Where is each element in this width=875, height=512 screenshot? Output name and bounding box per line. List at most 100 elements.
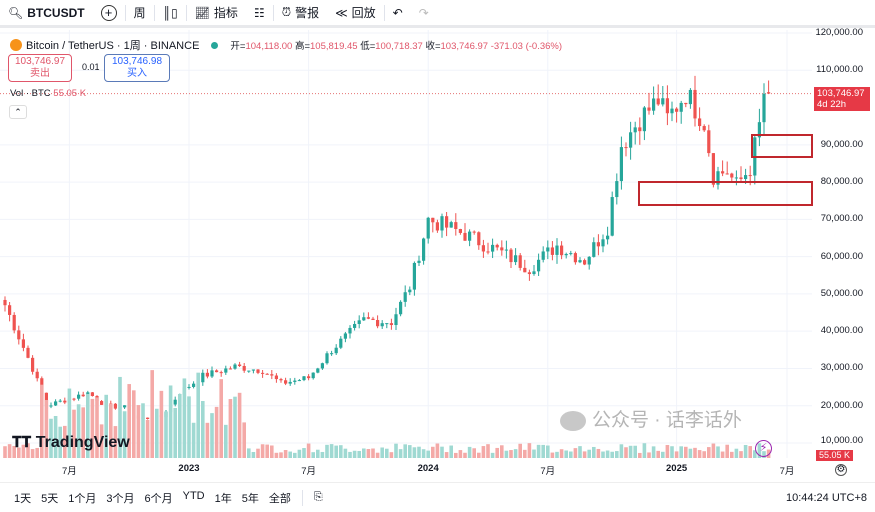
range-button[interactable]: 1天: [14, 492, 32, 505]
volume-bar: [242, 422, 246, 458]
volume-bar: [178, 393, 182, 458]
candle-body: [601, 239, 605, 247]
layouts-button[interactable]: ☷: [246, 0, 273, 25]
volume-bar: [518, 443, 522, 458]
candle-body: [734, 177, 738, 179]
volume-bar: [389, 452, 394, 458]
candle-body: [560, 245, 564, 256]
candle-body: [81, 394, 85, 397]
volume-bar: [426, 450, 430, 458]
buy-button[interactable]: 103,746.98 买入: [104, 54, 170, 82]
undo-button[interactable]: ↶: [385, 0, 411, 25]
volume-bar: [743, 444, 748, 458]
candle-body: [123, 405, 127, 408]
candle-body: [297, 380, 301, 382]
range-button[interactable]: YTD: [182, 489, 205, 502]
candle-body: [362, 317, 366, 321]
candle-body: [472, 231, 476, 233]
candle-body: [477, 232, 481, 246]
clock-time[interactable]: 10:44:24 UTC+8: [785, 491, 867, 504]
tradingview-logo: 𝐓𝐓 TradingView: [12, 434, 130, 451]
range-button[interactable]: 3个月: [106, 492, 135, 505]
alarm-icon: ⏰︎: [281, 5, 292, 19]
volume-bar: [159, 390, 164, 458]
volume-bar: [104, 394, 108, 458]
candle-body: [49, 405, 53, 407]
range-button[interactable]: 6个月: [144, 492, 173, 505]
replay-button[interactable]: ≪ 回放: [335, 5, 376, 21]
candle-body: [330, 353, 334, 355]
volume-bar: [394, 443, 398, 458]
lightning-icon[interactable]: ⚡︎: [755, 440, 772, 457]
redo-button[interactable]: ↷: [411, 0, 437, 25]
candle-body: [661, 98, 665, 105]
indicators-button[interactable]: 📈︎ 指标: [194, 5, 238, 21]
candle-body: [583, 260, 587, 265]
interval-button[interactable]: 周: [133, 6, 146, 20]
candle-body: [228, 368, 232, 370]
volume-bar: [247, 448, 251, 458]
candle-body: [587, 256, 591, 265]
volume-bar: [145, 419, 150, 458]
candle-body: [486, 251, 490, 253]
candle-body: [449, 222, 453, 228]
volume-bar: [513, 449, 518, 458]
range-button[interactable]: 全部: [268, 492, 291, 505]
candle-body: [619, 147, 623, 182]
y-tick-label: 40,000.00: [820, 325, 863, 337]
axis-settings-icon[interactable]: ⚙︎: [835, 464, 847, 476]
volume-bar: [26, 443, 30, 458]
volume-bar: [408, 445, 412, 458]
bitcoin-icon: [10, 39, 22, 51]
sell-button[interactable]: 103,746.97 卖出: [8, 54, 72, 82]
volume-bar: [118, 376, 122, 458]
rewind-icon: ≪: [335, 5, 348, 20]
candle-body: [426, 217, 430, 239]
candles-icon: ║▯: [162, 5, 178, 20]
price-chart[interactable]: [0, 30, 875, 482]
range-button[interactable]: 1年: [214, 492, 232, 505]
candle-body: [550, 247, 554, 255]
range-button[interactable]: 5年: [241, 492, 259, 505]
volume-bar: [693, 447, 697, 458]
candle-body: [606, 235, 610, 240]
range-button[interactable]: 5天: [41, 492, 59, 505]
volume-bar: [237, 392, 242, 458]
candle-body: [454, 222, 458, 230]
compare-button[interactable]: +: [93, 0, 125, 25]
candle-body: [624, 147, 628, 149]
volume-bar: [122, 411, 127, 458]
candle-body: [675, 108, 679, 112]
candle-body: [348, 327, 352, 334]
volume-bar: [306, 443, 311, 458]
goto-date-icon[interactable]: ⎘: [313, 491, 323, 503]
plus-circle-icon: +: [100, 4, 117, 21]
candle-body: [403, 292, 407, 302]
volume-bar: [403, 444, 407, 458]
candle-body: [564, 253, 568, 256]
y-tick-label: 80,000.00: [820, 176, 863, 188]
alert-button[interactable]: ⏰︎ 警报: [281, 5, 320, 20]
candle-body: [684, 102, 688, 105]
volume-bar: [582, 451, 587, 458]
symbol-search[interactable]: 🔍︎ BTCUSDT: [8, 5, 85, 20]
wechat-icon: [560, 411, 586, 431]
range-button[interactable]: 1个月: [68, 492, 97, 505]
collapse-legend-button[interactable]: ⌃: [9, 105, 27, 119]
volume-bar: [444, 452, 449, 458]
volume-bar: [352, 450, 357, 458]
candle-body: [353, 323, 357, 328]
candle-body: [256, 369, 260, 373]
indicators-icon: 📈︎: [194, 5, 210, 20]
chart-type-button[interactable]: ║▯: [155, 0, 186, 25]
volume-bar: [541, 444, 545, 458]
volume-bar: [12, 445, 16, 458]
candle-body: [242, 366, 246, 371]
candle-body: [629, 132, 633, 148]
candle-body: [412, 262, 416, 290]
volume-bar: [601, 451, 605, 458]
volume-bar: [495, 447, 499, 458]
volume-bar: [256, 448, 260, 458]
x-tick-label: 2024: [417, 463, 439, 474]
candle-body: [495, 244, 499, 248]
